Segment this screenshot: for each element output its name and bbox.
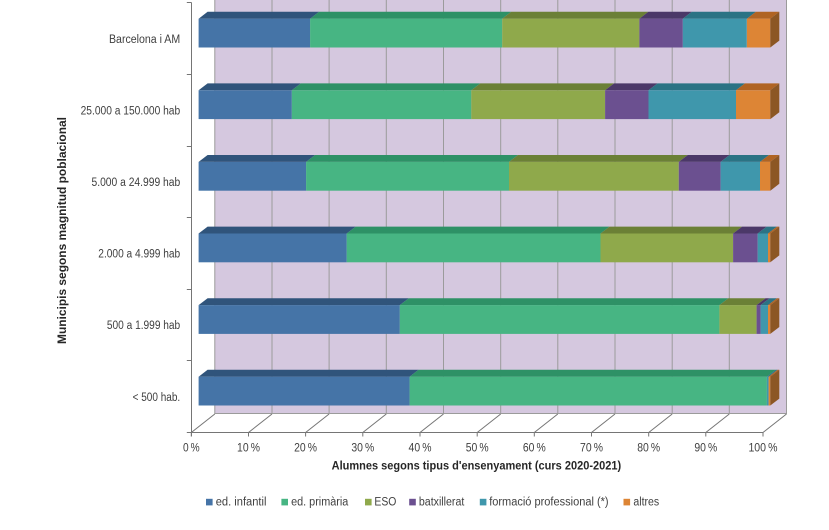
svg-text:2.000 a 4.999 hab: 2.000 a 4.999 hab <box>98 249 180 261</box>
svg-text:ed. infantil: ed. infantil <box>216 496 267 508</box>
svg-text:0 %: 0 % <box>183 442 200 454</box>
svg-text:80 %: 80 % <box>637 442 660 454</box>
svg-text:30 %: 30 % <box>351 442 374 454</box>
svg-text:Alumnes segons tipus d'ensenya: Alumnes segons tipus d'ensenyament (curs… <box>332 461 622 473</box>
svg-text:altres: altres <box>633 496 659 508</box>
svg-text:500 a 1.999 hab: 500 a 1.999 hab <box>107 320 180 332</box>
svg-text:5.000 a 24.999 hab: 5.000 a 24.999 hab <box>92 177 181 189</box>
svg-text:100 %: 100 % <box>748 442 777 454</box>
svg-text:50 %: 50 % <box>466 442 489 454</box>
svg-text:25.000 a 150.000 hab: 25.000 a 150.000 hab <box>81 105 181 117</box>
svg-text:ESO: ESO <box>374 496 396 508</box>
svg-text:70 %: 70 % <box>580 442 603 454</box>
svg-text:< 500 hab.: < 500 hab. <box>133 392 181 404</box>
svg-text:formació professional (*): formació professional (*) <box>489 496 609 508</box>
svg-text:ed. primària: ed. primària <box>291 496 349 508</box>
svg-text:40 %: 40 % <box>409 442 432 454</box>
svg-text:Barcelona i AM: Barcelona i AM <box>109 34 180 46</box>
svg-text:Municipis segons magnitud pobl: Municipis segons magnitud poblacional <box>57 117 69 344</box>
svg-text:batxillerat: batxillerat <box>419 496 465 508</box>
svg-text:10 %: 10 % <box>237 442 260 454</box>
svg-text:20 %: 20 % <box>294 442 317 454</box>
svg-text:60 %: 60 % <box>523 442 546 454</box>
svg-text:90 %: 90 % <box>694 442 717 454</box>
